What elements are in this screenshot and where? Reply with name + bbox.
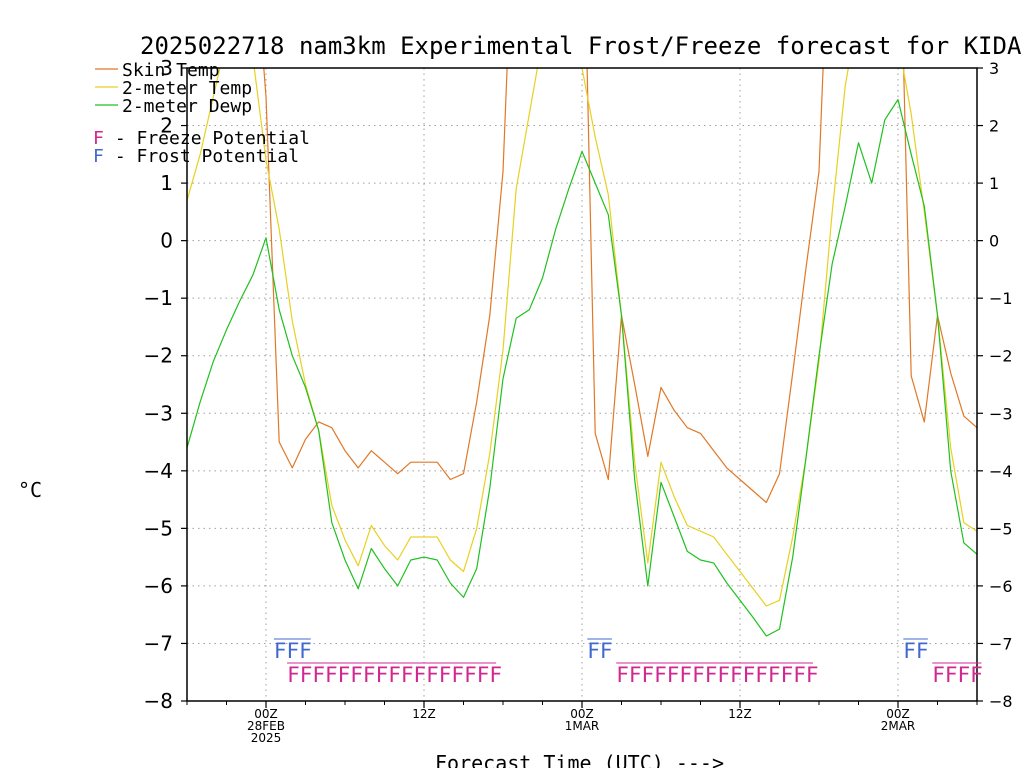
y-tick-label-right: −1 xyxy=(989,289,1013,308)
y-tick-label-right: −5 xyxy=(989,519,1013,538)
legend-label-2m-temp: 2-meter Temp xyxy=(122,78,252,99)
legend-label-2m-dewp: 2-meter Dewp xyxy=(122,96,252,117)
y-tick-label-left: −6 xyxy=(144,574,173,598)
y-tick-label-right: 2 xyxy=(989,117,999,136)
legend: Skin Temp 2-meter Temp 2-meter Dewp F - … xyxy=(93,60,310,167)
frost-potential-marks: FFF xyxy=(274,639,312,663)
y-tick-label-left: 2 xyxy=(160,114,173,138)
x-tick-label: 00Z xyxy=(570,707,594,721)
grid xyxy=(187,68,977,701)
chart-title: 2025022718 nam3km Experimental Frost/Fre… xyxy=(140,32,1022,60)
series-line-skin-temp xyxy=(263,68,977,504)
y-tick-label-left: −1 xyxy=(144,286,173,310)
x-tick-label: 2025 xyxy=(251,731,282,745)
y-tick-label-left: 0 xyxy=(160,229,173,253)
x-tick-label: 00Z xyxy=(254,707,278,721)
legend-freeze-letter: F xyxy=(93,128,104,149)
x-tick-label: 28FEB xyxy=(247,719,285,733)
y-tick-label-right: −7 xyxy=(989,634,1013,653)
y-tick-label-right: 0 xyxy=(989,232,999,251)
legend-label-skin-temp: Skin Temp xyxy=(122,60,220,81)
x-tick-label: 2MAR xyxy=(881,719,916,733)
y-tick-label-left: −2 xyxy=(144,344,173,368)
y-tick-label-right: −8 xyxy=(989,692,1013,711)
y-tick-label-left: −4 xyxy=(144,459,173,483)
y-axis-label: °C xyxy=(18,478,42,502)
y-tick-label-left: −8 xyxy=(144,689,173,713)
y-tick-label-right: 3 xyxy=(989,59,999,78)
frost-potential-marks: FF xyxy=(587,639,612,663)
y-tick-label-left: −5 xyxy=(144,516,173,540)
frost-potential-marks: FF xyxy=(903,639,928,663)
series-line-2-meter-dewp xyxy=(187,98,977,637)
y-tick-label-left: −3 xyxy=(144,401,173,425)
legend-frost-letter: F xyxy=(93,146,104,167)
legend-freeze-label: - Freeze Potential xyxy=(104,128,310,149)
y-axis-left: −8 −7 −6 −5 −4 −3 −2 −1 0 1 2 3 xyxy=(144,56,187,713)
y-tick-label-left: 3 xyxy=(160,56,173,80)
freeze-potential-marks: FFFFFFFFFFFFFFFFF xyxy=(287,663,502,687)
y-tick-label-left: −7 xyxy=(144,631,173,655)
y-tick-label-right: −3 xyxy=(989,404,1013,423)
x-tick-label: 12Z xyxy=(412,707,436,721)
x-tick-label: 1MAR xyxy=(565,719,600,733)
x-axis-label: Forecast Time (UTC) ---> xyxy=(435,751,724,768)
series-lines xyxy=(187,68,977,637)
legend-frost-label: - Frost Potential xyxy=(104,146,299,167)
freeze-potential-marks: FFFF xyxy=(932,663,983,687)
y-tick-label-right: −4 xyxy=(989,462,1013,481)
x-tick-label: 12Z xyxy=(728,707,752,721)
y-tick-label-left: 1 xyxy=(160,171,173,195)
y-tick-label-right: 1 xyxy=(989,174,999,193)
y-axis-right: −8 −7 −6 −5 −4 −3 −2 −1 0 1 2 3 xyxy=(977,59,1013,711)
y-tick-label-right: −6 xyxy=(989,577,1013,596)
freeze-potential-marks: FFFFFFFFFFFFFFFF xyxy=(616,663,818,687)
y-tick-label-right: −2 xyxy=(989,347,1013,366)
x-tick-label: 00Z xyxy=(886,707,910,721)
